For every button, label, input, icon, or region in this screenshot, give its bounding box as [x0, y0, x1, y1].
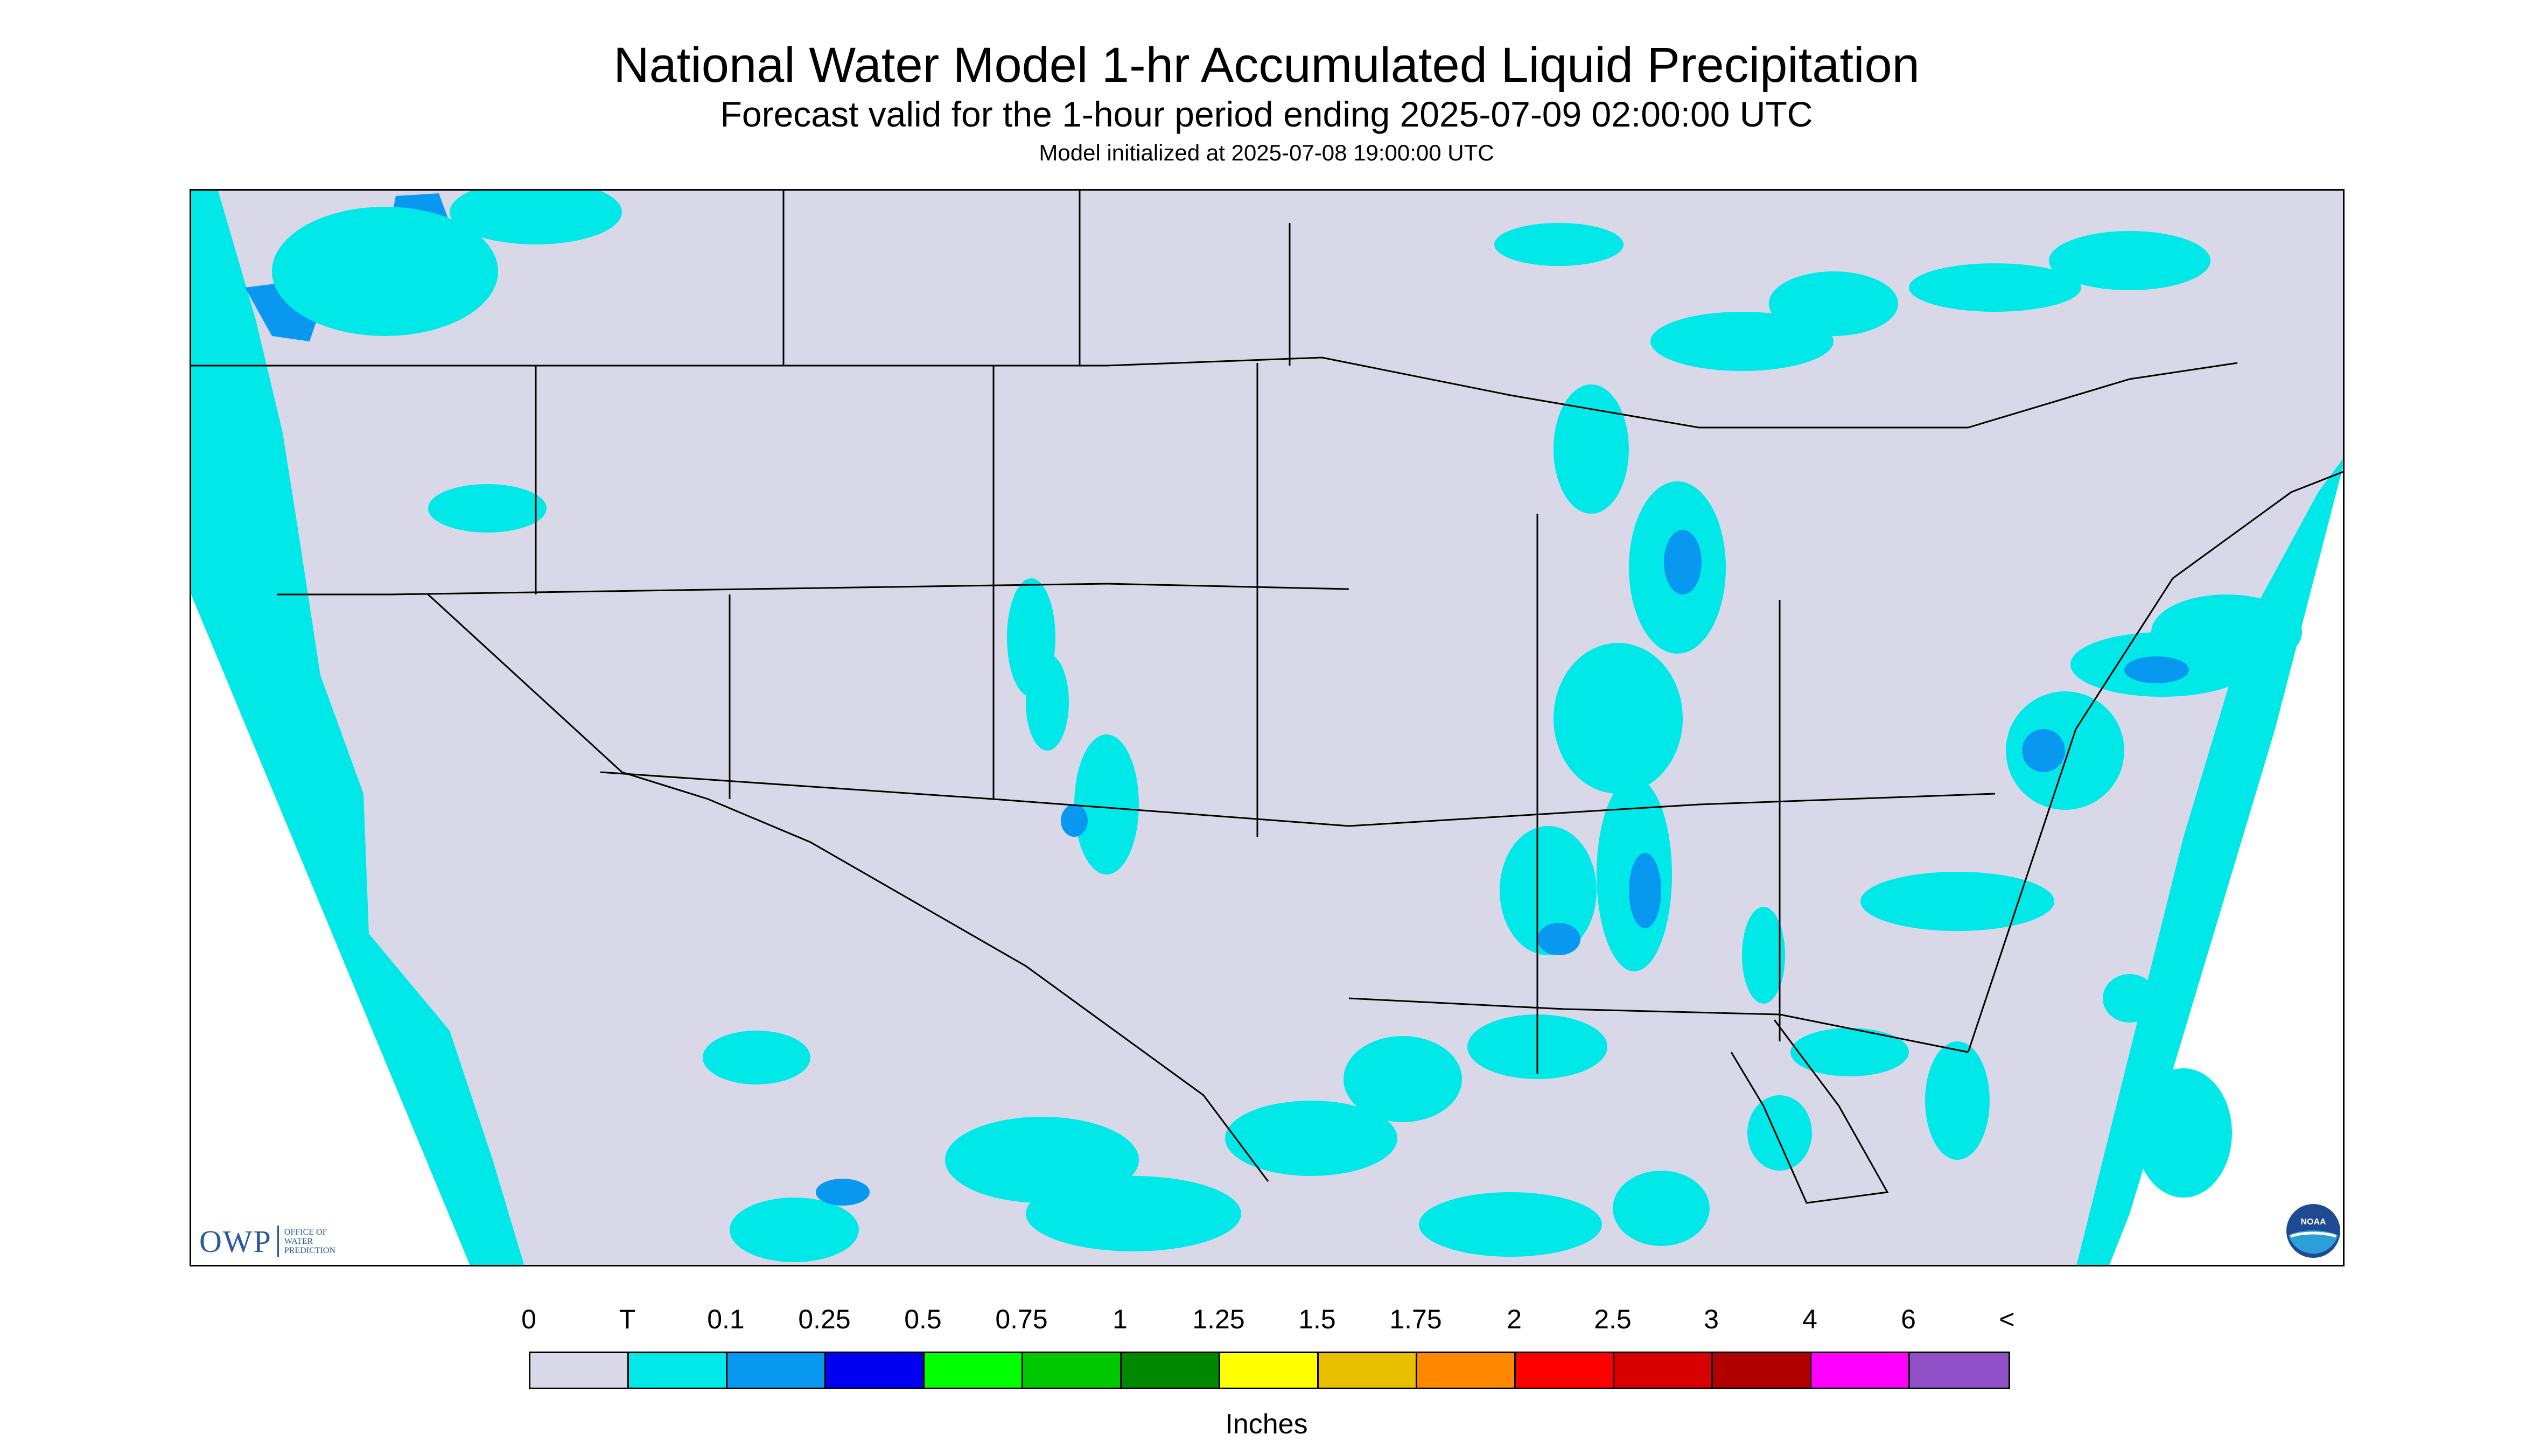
legend-swatch	[826, 1353, 925, 1388]
forecast-valid-subtitle: Forecast valid for the 1-hour period end…	[720, 94, 1813, 134]
legend-swatch	[629, 1353, 727, 1388]
precip-cells	[272, 191, 2302, 1262]
owp-logo: OWP OFFICE OF WATER PREDICTION	[199, 1222, 335, 1260]
precip-area-pacific	[191, 191, 524, 1265]
legend-swatch	[1614, 1353, 1713, 1388]
legend-tick-label: T	[619, 1304, 636, 1334]
legend-swatch	[727, 1353, 826, 1388]
legend-tick-label: 0.75	[995, 1304, 1048, 1334]
legend-tick-label: 1.5	[1298, 1304, 1336, 1334]
model-domain	[191, 191, 2343, 1265]
legend-tick-label: 1.75	[1389, 1304, 1442, 1334]
legend-tick-label: 4	[1802, 1304, 1817, 1334]
legend-swatch	[1713, 1353, 1811, 1388]
legend-tick-label: 0	[521, 1304, 536, 1334]
model-init-note: Model initialized at 2025-07-08 19:00:00…	[1039, 140, 1494, 165]
precipitation-map	[190, 189, 2345, 1266]
legend-swatch	[1910, 1353, 2009, 1388]
legend-labels: 0 T 0.1 0.25 0.5 0.75 1 1.25 1.5 1.75 2 2.5 3 4 6 <	[0, 1303, 2533, 1341]
legend-tick-label: 0.5	[904, 1304, 942, 1334]
legend-tick-label: 1	[1112, 1304, 1128, 1334]
map-canvas	[191, 191, 2343, 1265]
legend-swatch	[1516, 1353, 1614, 1388]
precip-cores	[816, 530, 2189, 1206]
legend-tick-label: 2	[1507, 1304, 1522, 1334]
legend-swatch	[530, 1353, 629, 1388]
legend-tick-label: 3	[1704, 1304, 1719, 1334]
legend-units: Inches	[1225, 1409, 1308, 1440]
legend-tick-label: 0.25	[798, 1304, 851, 1334]
legend-swatch	[1220, 1353, 1319, 1388]
legend-swatch	[1122, 1353, 1220, 1388]
florida-coast	[1730, 1019, 1889, 1204]
legend-swatch	[1811, 1353, 1910, 1388]
legend-tick-label: 0.1	[707, 1304, 745, 1334]
legend-tick-label: 2.5	[1594, 1304, 1632, 1334]
legend-tick-label: <	[1999, 1304, 2015, 1334]
legend-swatch	[1319, 1353, 1417, 1388]
legend-tick-label: 1.25	[1192, 1304, 1245, 1334]
owp-logo-text: OFFICE OF WATER PREDICTION	[284, 1227, 335, 1255]
noaa-logo: NOAA	[2286, 1204, 2340, 1258]
legend-tick-label: 6	[1901, 1304, 1916, 1334]
map-title: National Water Model 1-hr Accumulated Li…	[613, 38, 1920, 93]
owp-logo-separator	[277, 1226, 279, 1257]
legend-color-bar	[529, 1352, 2010, 1389]
legend-swatch	[1417, 1353, 1516, 1388]
state-boundaries	[191, 191, 2343, 1182]
noaa-logo-text: NOAA	[2300, 1217, 2326, 1227]
legend-swatch	[1023, 1353, 1122, 1388]
owp-logo-mark: OWP	[199, 1223, 272, 1259]
legend-swatch	[925, 1353, 1023, 1388]
